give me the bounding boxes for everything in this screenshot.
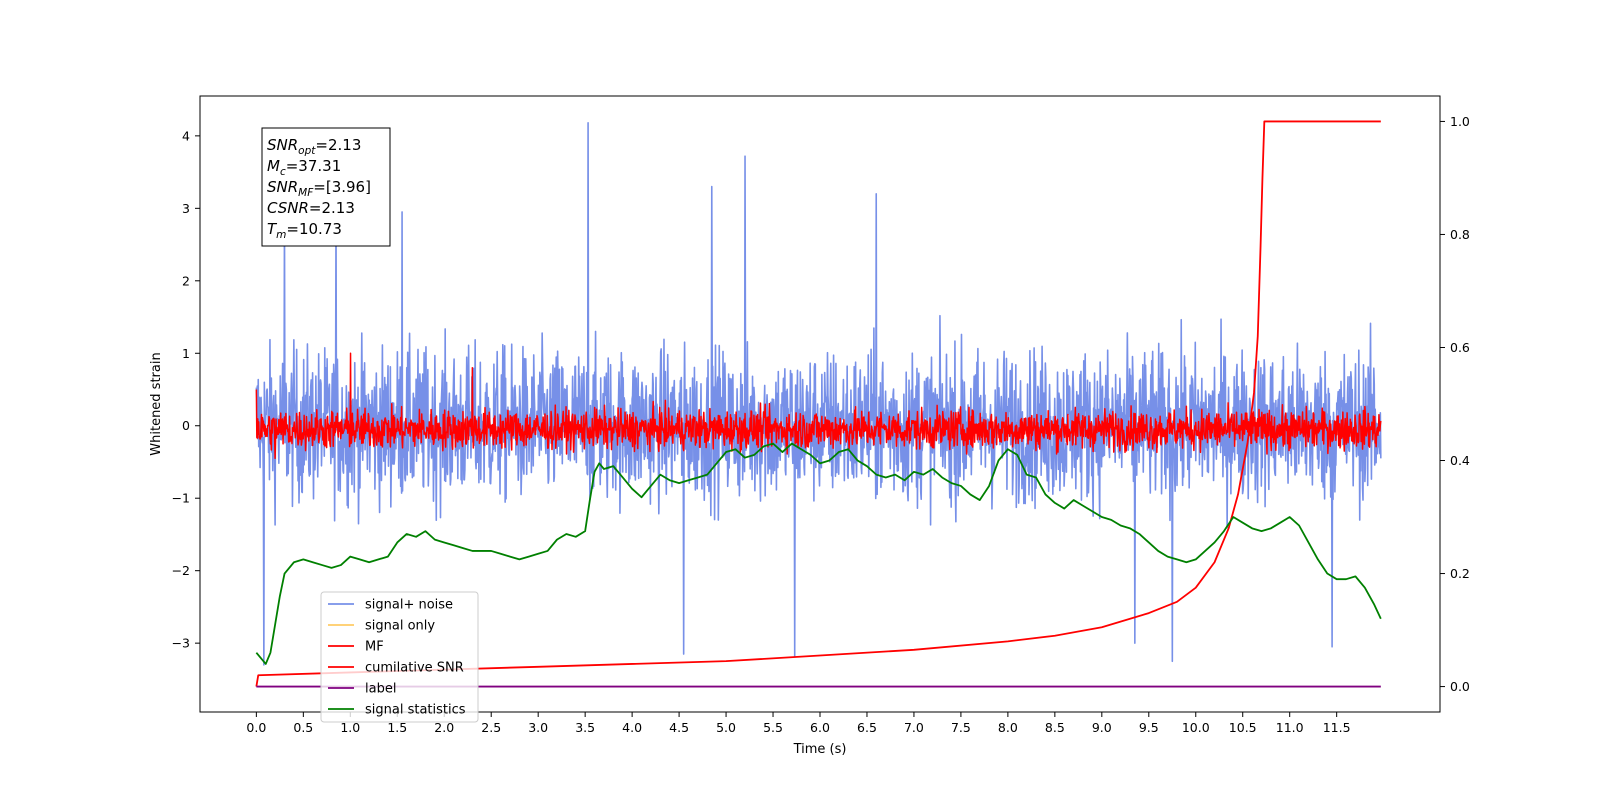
x-tick-label: 3.0 — [528, 720, 548, 735]
x-tick-label: 5.5 — [763, 720, 783, 735]
x-tick-label: 1.5 — [387, 720, 407, 735]
y-tick-label: 1 — [182, 346, 190, 361]
x-tick-label: 2.5 — [481, 720, 501, 735]
x-tick-label: 10.0 — [1182, 720, 1210, 735]
y-axis-left: −3 −2 −1 0 1 2 3 4 — [172, 128, 200, 651]
annotation-frame — [261, 127, 391, 247]
annotation-box: SNRopt=2.13Mc=37.31SNRMF=[3.96]CSNR=2.13… — [261, 127, 391, 247]
x-tick-label: 2.0 — [434, 720, 454, 735]
series-line-cumilative-snr — [255, 120, 1381, 687]
legend-frame — [320, 591, 479, 723]
y-axis-right: 0.0 0.2 0.4 0.6 0.8 1.0 — [1440, 114, 1470, 694]
x-tick-label: 11.0 — [1276, 720, 1304, 735]
x-tick-label: 7.5 — [951, 720, 971, 735]
y2-tick-label: 0.4 — [1450, 453, 1470, 468]
y2-tick-label: 0.6 — [1450, 340, 1470, 355]
annotation-line: Mc=37.31 — [267, 157, 341, 178]
x-tick-label: 0.5 — [293, 720, 313, 735]
y-tick-label: 2 — [182, 273, 190, 288]
x-tick-label: 4.5 — [669, 720, 689, 735]
legend-label: signal+ noise — [365, 598, 453, 613]
series-line-signal-statistics — [255, 442, 1382, 665]
series-line-mf — [255, 352, 1382, 460]
y-tick-label: −3 — [172, 636, 190, 651]
x-tick-label: 7.0 — [904, 720, 924, 735]
legend-label: label — [365, 682, 396, 697]
x-tick-label: 3.5 — [575, 720, 595, 735]
series-line-signal-noise — [255, 122, 1382, 666]
y-tick-label: 0 — [182, 418, 190, 433]
x-axis: 0.0 0.5 1.0 1.5 2.0 2.5 3.0 3.5 4.0 4.5 5.0 5.5 6.0 6… — [246, 712, 1351, 735]
x-tick-label: 8.0 — [998, 720, 1018, 735]
x-tick-label: 10.5 — [1229, 720, 1257, 735]
legend-label: signal only — [365, 619, 435, 634]
legend-label: signal statistics — [365, 703, 466, 718]
x-tick-label: 6.5 — [857, 720, 877, 735]
x-tick-label: 8.5 — [1045, 720, 1065, 735]
x-tick-label: 6.0 — [810, 720, 830, 735]
annotation-line: Tm=10.73 — [267, 220, 342, 241]
y2-tick-label: 0.0 — [1450, 679, 1470, 694]
y-tick-label: −2 — [172, 563, 190, 578]
y-tick-label: 3 — [182, 201, 190, 216]
y-tick-label: −1 — [172, 491, 190, 506]
y-tick-label: 4 — [182, 128, 190, 143]
annotation-line: SNRopt=2.13 — [267, 136, 361, 157]
y-axis-label: Whitened strain — [149, 352, 164, 455]
x-tick-label: 1.0 — [340, 720, 360, 735]
y2-tick-label: 1.0 — [1450, 114, 1470, 129]
y2-tick-label: 0.2 — [1450, 566, 1470, 581]
legend-label: cumilative SNR — [365, 661, 464, 676]
legend: signal+ noise signal only MF cumilative SNR… — [320, 591, 479, 723]
x-tick-label: 9.0 — [1092, 720, 1112, 735]
x-tick-label: 0.0 — [246, 720, 266, 735]
x-tick-label: 5.0 — [716, 720, 736, 735]
x-tick-label: 4.0 — [622, 720, 642, 735]
x-tick-label: 9.5 — [1139, 720, 1159, 735]
legend-label: MF — [365, 640, 384, 655]
annotation-line: SNRMF=[3.96] — [267, 178, 371, 199]
x-tick-label: 11.5 — [1323, 720, 1351, 735]
annotation-line: CSNR=2.13 — [267, 199, 355, 217]
x-axis-label: Time (s) — [793, 742, 847, 757]
y2-tick-label: 0.8 — [1450, 227, 1470, 242]
